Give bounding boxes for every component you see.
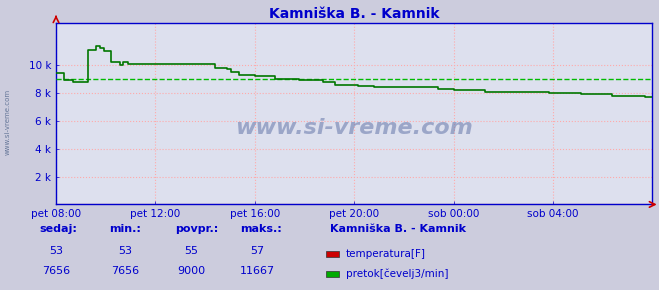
Text: 7656: 7656 — [42, 266, 70, 276]
Text: 11667: 11667 — [239, 266, 275, 276]
Text: povpr.:: povpr.: — [175, 224, 218, 234]
Text: www.si-vreme.com: www.si-vreme.com — [235, 118, 473, 138]
Title: Kamniška B. - Kamnik: Kamniška B. - Kamnik — [269, 7, 440, 21]
Text: www.si-vreme.com: www.si-vreme.com — [5, 89, 11, 155]
Text: maks.:: maks.: — [241, 224, 282, 234]
Text: 53: 53 — [118, 246, 132, 256]
Text: 9000: 9000 — [177, 266, 205, 276]
Text: Kamniška B. - Kamnik: Kamniška B. - Kamnik — [330, 224, 465, 234]
Text: 57: 57 — [250, 246, 264, 256]
Text: 7656: 7656 — [111, 266, 139, 276]
Text: sedaj:: sedaj: — [40, 224, 77, 234]
Text: min.:: min.: — [109, 224, 140, 234]
Text: temperatura[F]: temperatura[F] — [346, 249, 426, 259]
Text: 53: 53 — [49, 246, 63, 256]
Text: 55: 55 — [184, 246, 198, 256]
Text: pretok[čevelj3/min]: pretok[čevelj3/min] — [346, 269, 449, 279]
